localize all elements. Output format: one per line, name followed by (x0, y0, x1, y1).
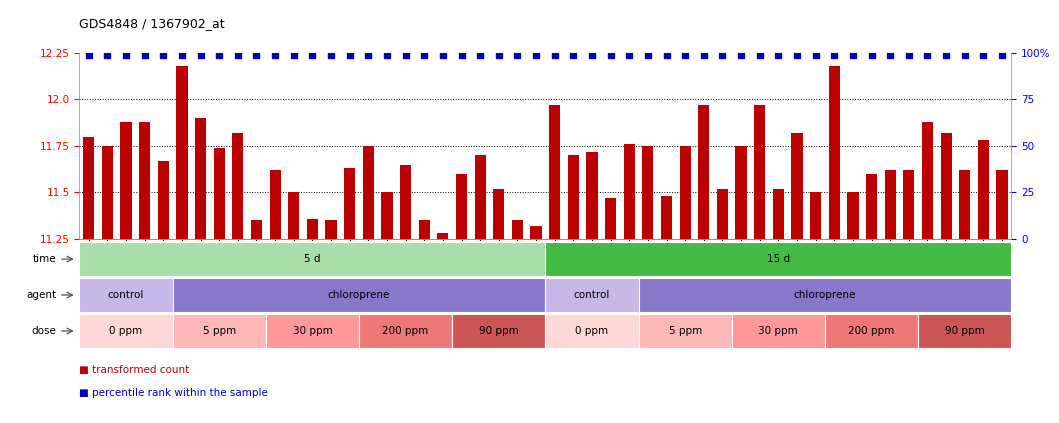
Bar (173, 278, 545, 312)
Bar (829, 66, 840, 239)
Bar (754, 105, 766, 239)
Bar (997, 170, 1007, 239)
Bar (139, 122, 150, 239)
Bar (84, 137, 94, 239)
Bar (437, 233, 448, 239)
Bar (232, 133, 244, 239)
Bar (550, 105, 560, 239)
Bar (270, 170, 281, 239)
Bar (732, 314, 825, 348)
Bar (195, 118, 207, 239)
Text: time: time (33, 254, 56, 264)
Text: GDS4848 / 1367902_at: GDS4848 / 1367902_at (79, 16, 226, 30)
Text: 30 ppm: 30 ppm (292, 326, 333, 336)
Bar (214, 148, 225, 239)
Bar (344, 168, 355, 239)
Text: agent: agent (26, 290, 56, 300)
Bar (173, 314, 266, 348)
Bar (903, 170, 914, 239)
Bar (717, 189, 728, 239)
Text: 200 ppm: 200 ppm (848, 326, 895, 336)
Bar (680, 146, 690, 239)
Text: ■ percentile rank within the sample: ■ percentile rank within the sample (79, 388, 268, 398)
Bar (545, 242, 1011, 276)
Bar (288, 192, 300, 239)
Bar (639, 314, 732, 348)
Bar (918, 314, 1011, 348)
Text: 90 ppm: 90 ppm (945, 326, 985, 336)
Bar (825, 314, 918, 348)
Text: dose: dose (32, 326, 56, 336)
Text: 5 d: 5 d (304, 254, 321, 264)
Text: 90 ppm: 90 ppm (479, 326, 519, 336)
Bar (251, 220, 262, 239)
Bar (158, 161, 168, 239)
Bar (940, 133, 952, 239)
Bar (643, 146, 653, 239)
Bar (545, 314, 639, 348)
Bar (568, 155, 579, 239)
Text: 200 ppm: 200 ppm (382, 326, 429, 336)
Bar (456, 174, 467, 239)
Bar (452, 314, 545, 348)
Bar (605, 198, 616, 239)
Text: control: control (574, 290, 610, 300)
Text: 30 ppm: 30 ppm (758, 326, 798, 336)
Bar (474, 155, 486, 239)
Bar (587, 151, 597, 239)
Text: chloroprene: chloroprene (794, 290, 856, 300)
Bar (381, 192, 393, 239)
Bar (79, 278, 173, 312)
Bar (884, 170, 896, 239)
Bar (661, 196, 672, 239)
Text: chloroprene: chloroprene (328, 290, 390, 300)
Text: 15 d: 15 d (767, 254, 790, 264)
Bar (810, 192, 821, 239)
Bar (121, 122, 131, 239)
Bar (545, 278, 639, 312)
Bar (359, 314, 452, 348)
Bar (639, 278, 1011, 312)
Bar (866, 174, 877, 239)
Bar (698, 105, 710, 239)
Bar (400, 165, 411, 239)
Bar (493, 189, 504, 239)
Bar (531, 226, 541, 239)
Bar (773, 189, 784, 239)
Bar (959, 170, 970, 239)
Bar (847, 192, 859, 239)
Bar (418, 220, 430, 239)
Text: 5 ppm: 5 ppm (202, 326, 236, 336)
Bar (307, 219, 318, 239)
Bar (79, 242, 545, 276)
Bar (511, 220, 523, 239)
Bar (102, 146, 113, 239)
Bar (363, 146, 374, 239)
Text: 5 ppm: 5 ppm (668, 326, 702, 336)
Text: control: control (108, 290, 144, 300)
Text: 0 ppm: 0 ppm (575, 326, 609, 336)
Bar (791, 133, 803, 239)
Bar (177, 66, 187, 239)
Text: ■ transformed count: ■ transformed count (79, 365, 190, 375)
Bar (736, 146, 747, 239)
Text: 0 ppm: 0 ppm (109, 326, 143, 336)
Bar (624, 144, 634, 239)
Bar (977, 140, 989, 239)
Bar (325, 220, 337, 239)
Bar (922, 122, 933, 239)
Bar (266, 314, 359, 348)
Bar (79, 314, 173, 348)
